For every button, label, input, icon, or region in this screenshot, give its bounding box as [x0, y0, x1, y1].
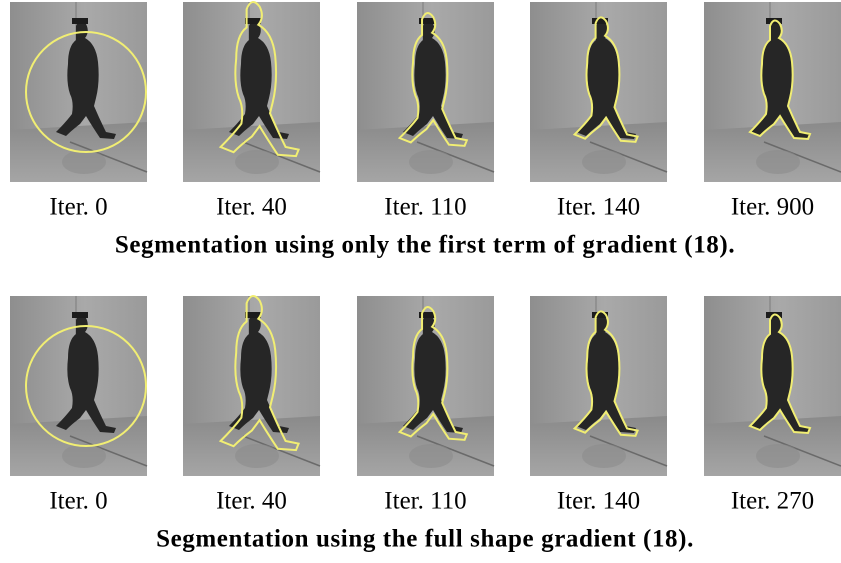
panel-image [530, 296, 667, 476]
panel-label: Iter. 110 [384, 488, 466, 515]
panel-image [183, 2, 320, 182]
shadow [62, 150, 106, 174]
hat [72, 312, 88, 318]
panel-label: Iter. 0 [49, 194, 107, 221]
panel-label: Iter. 110 [384, 194, 466, 221]
shadow [756, 150, 800, 174]
shadow [62, 444, 106, 468]
panel-label: Iter. 270 [731, 488, 814, 515]
caption: Segmentation using the full shape gradie… [156, 526, 694, 553]
panel-image [183, 296, 320, 476]
shadow [409, 444, 453, 468]
panel-image [704, 2, 841, 182]
shadow [582, 444, 626, 468]
panel-image [530, 2, 667, 182]
panel-label: Iter. 140 [557, 488, 640, 515]
shadow [756, 444, 800, 468]
panel-label: Iter. 0 [49, 488, 107, 515]
shadow [235, 444, 279, 468]
panel-image [704, 296, 841, 476]
shadow [582, 150, 626, 174]
shadow [409, 150, 453, 174]
panel-label: Iter. 900 [731, 194, 814, 221]
panel-image [357, 296, 494, 476]
panel-image [10, 2, 147, 182]
caption: Segmentation using only the first term o… [115, 232, 735, 259]
panel-image [357, 2, 494, 182]
panel-label: Iter. 40 [216, 194, 287, 221]
shadow [235, 150, 279, 174]
figure: Iter. 0 Iter. 40 Iter. 110 Iter. 140 Iter. 9… [0, 0, 841, 563]
panel-label: Iter. 140 [557, 194, 640, 221]
panel-label: Iter. 40 [216, 488, 287, 515]
panel-image [10, 296, 147, 476]
hat [72, 18, 88, 24]
